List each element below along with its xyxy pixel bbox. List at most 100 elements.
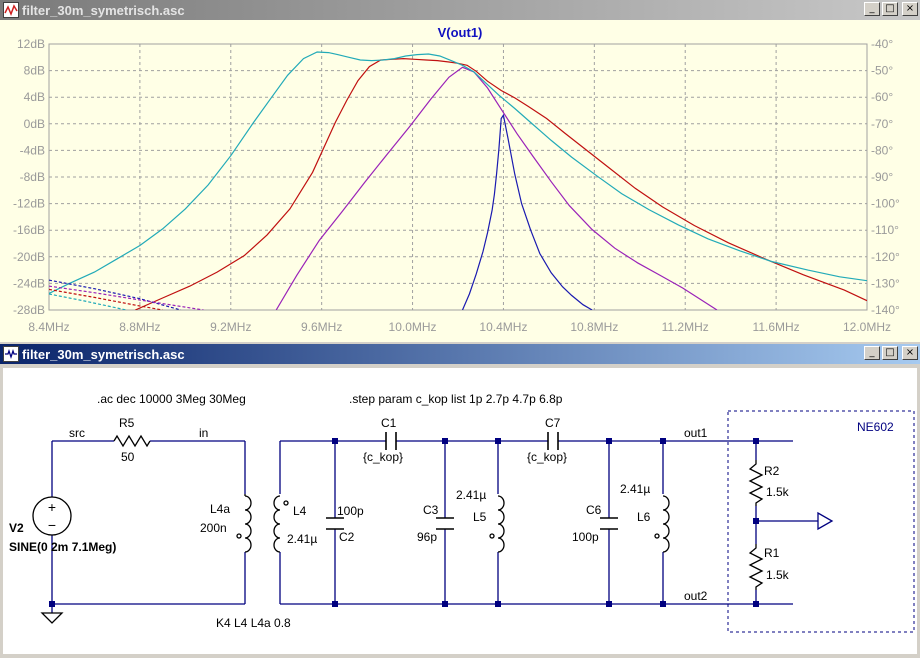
capacitor-c6[interactable]	[600, 517, 618, 530]
resistor-r5[interactable]	[113, 434, 151, 448]
net-label-out2: out2	[684, 589, 708, 603]
y-axis-tick-left: 4dB	[24, 90, 45, 104]
phase-trace-7[interactable]	[49, 293, 127, 310]
schematic-window-titlebar[interactable]: filter_30m_symetrisch.asc _ □ ×	[0, 344, 920, 364]
y-axis-tick-right: -70°	[871, 117, 893, 131]
v2-value: SINE(0 2m 7.1Meg)	[9, 540, 116, 554]
schematic-window-controls: _ □ ×	[864, 346, 918, 360]
y-axis-tick-right: -120°	[871, 250, 900, 264]
net-label-src: src	[69, 426, 85, 440]
minimize-button[interactable]: _	[864, 2, 880, 16]
plot-window: filter_30m_symetrisch.asc _ □ × V(out1) …	[0, 0, 920, 342]
capacitor-c2[interactable]	[326, 517, 344, 530]
plot-background	[0, 20, 920, 342]
net-label-out1: out1	[684, 426, 708, 440]
inductor-l4a[interactable]	[236, 494, 252, 553]
c1-name: C1	[381, 416, 397, 430]
x-axis-tick: 8.4MHz	[28, 320, 69, 334]
inductor-l6[interactable]	[654, 495, 670, 553]
x-axis-tick: 12.0MHz	[843, 320, 891, 334]
magnitude-trace-1[interactable]	[275, 66, 718, 310]
voltage-source-v2[interactable]: + −	[32, 496, 72, 536]
capacitor-c7[interactable]	[547, 432, 559, 450]
y-axis-tick-right: -140°	[871, 303, 900, 317]
magnitude-trace-0[interactable]	[461, 113, 593, 310]
plot-traces	[49, 51, 867, 310]
l6-name: L6	[637, 510, 651, 524]
resistor-r2[interactable]	[748, 460, 764, 506]
junction-dots	[49, 438, 759, 607]
l6-value: 2.41µ	[620, 482, 650, 496]
y-axis-tick-left: -4dB	[20, 143, 45, 157]
coupling-directive[interactable]: K4 L4 L4a 0.8	[216, 616, 291, 630]
c6-name: C6	[586, 503, 602, 517]
y-axis-tick-left: -28dB	[13, 303, 45, 317]
y-axis-tick-right: -80°	[871, 143, 893, 157]
y-axis-tick-right: -90°	[871, 170, 893, 184]
l4-name: L4	[293, 504, 307, 518]
l5-value: 2.41µ	[456, 488, 486, 502]
c6-value: 100p	[572, 530, 599, 544]
close-button[interactable]: ×	[902, 346, 918, 360]
ground-symbol	[40, 612, 64, 624]
close-button[interactable]: ×	[902, 2, 918, 16]
l4a-value: 200n	[200, 521, 227, 535]
c2-name: C2	[339, 530, 355, 544]
y-axis-tick-right: -50°	[871, 64, 893, 78]
inductor-l4[interactable]	[273, 495, 289, 553]
c2-value: 100p	[337, 504, 364, 518]
y-axis-tick-left: 12dB	[17, 37, 45, 51]
l5-name: L5	[473, 510, 487, 524]
ac-directive[interactable]: .ac dec 10000 3Meg 30Meg	[97, 392, 246, 406]
phase-trace-5[interactable]	[49, 285, 204, 310]
bode-plot[interactable]: V(out1) 12dB 8dB 4dB 0dB -4dB -8dB -12dB -16dB -…	[0, 20, 920, 342]
plot-window-titlebar[interactable]: filter_30m_symetrisch.asc _ □ ×	[0, 0, 920, 20]
y-axis-tick-right: -100°	[871, 197, 900, 211]
inductor-l5[interactable]	[489, 495, 505, 553]
output-port-icon	[817, 511, 834, 531]
magnitude-trace-3[interactable]	[49, 51, 867, 294]
plot-window-controls: _ □ ×	[864, 2, 918, 16]
schematic-window: filter_30m_symetrisch.asc _ □ × .ac dec …	[0, 344, 920, 658]
waveform-app-icon	[3, 2, 19, 18]
maximize-button[interactable]: □	[882, 346, 898, 360]
r5-value: 50	[121, 450, 135, 464]
y-axis-tick-left: -8dB	[20, 170, 45, 184]
y-axis-tick-left: -20dB	[13, 250, 45, 264]
net-label-in: in	[199, 426, 208, 440]
schematic-background	[3, 368, 917, 654]
schematic-window-title: filter_30m_symetrisch.asc	[22, 346, 185, 362]
schematic-canvas[interactable]: .ac dec 10000 3Meg 30Meg .step param c_k…	[3, 368, 917, 654]
step-directive[interactable]: .step param c_kop list 1p 2.7p 4.7p 6.8p	[349, 392, 563, 406]
plot-window-title: filter_30m_symetrisch.asc	[22, 2, 185, 18]
resistor-r1[interactable]	[748, 544, 764, 590]
c3-name: C3	[423, 503, 439, 517]
trace-label-vout1[interactable]: V(out1)	[438, 25, 483, 40]
c1-value: {c_kop}	[363, 450, 403, 464]
r5-name: R5	[119, 416, 135, 430]
x-axis-tick: 11.6MHz	[753, 320, 800, 334]
capacitor-c1[interactable]	[385, 432, 397, 450]
v2-name: V2	[9, 521, 24, 535]
r2-value: 1.5k	[766, 485, 790, 499]
schematic-app-icon	[3, 346, 19, 362]
maximize-button[interactable]: □	[882, 2, 898, 16]
l4-value: 2.41µ	[287, 532, 317, 546]
l4a-name: L4a	[210, 502, 230, 516]
ne602-block[interactable]	[727, 410, 915, 633]
wires	[51, 440, 818, 613]
y-axis-tick-right: -110°	[871, 223, 899, 237]
x-axis-tick: 9.2MHz	[210, 320, 251, 334]
x-axis-tick: 10.0MHz	[389, 320, 437, 334]
y-axis-tick-left: -16dB	[13, 223, 45, 237]
plot-axes: 12dB 8dB 4dB 0dB -4dB -8dB -12dB -16dB -20dB -24d…	[13, 37, 900, 334]
magnitude-trace-2[interactable]	[135, 57, 867, 310]
r2-name: R2	[764, 464, 780, 478]
capacitor-c3[interactable]	[436, 517, 454, 530]
svg-text:+: +	[48, 499, 56, 515]
ne602-label: NE602	[857, 420, 894, 434]
minimize-button[interactable]: _	[864, 346, 880, 360]
r1-value: 1.5k	[766, 568, 790, 582]
svg-text:−: −	[48, 517, 56, 533]
y-axis-tick-left: 8dB	[24, 64, 45, 78]
